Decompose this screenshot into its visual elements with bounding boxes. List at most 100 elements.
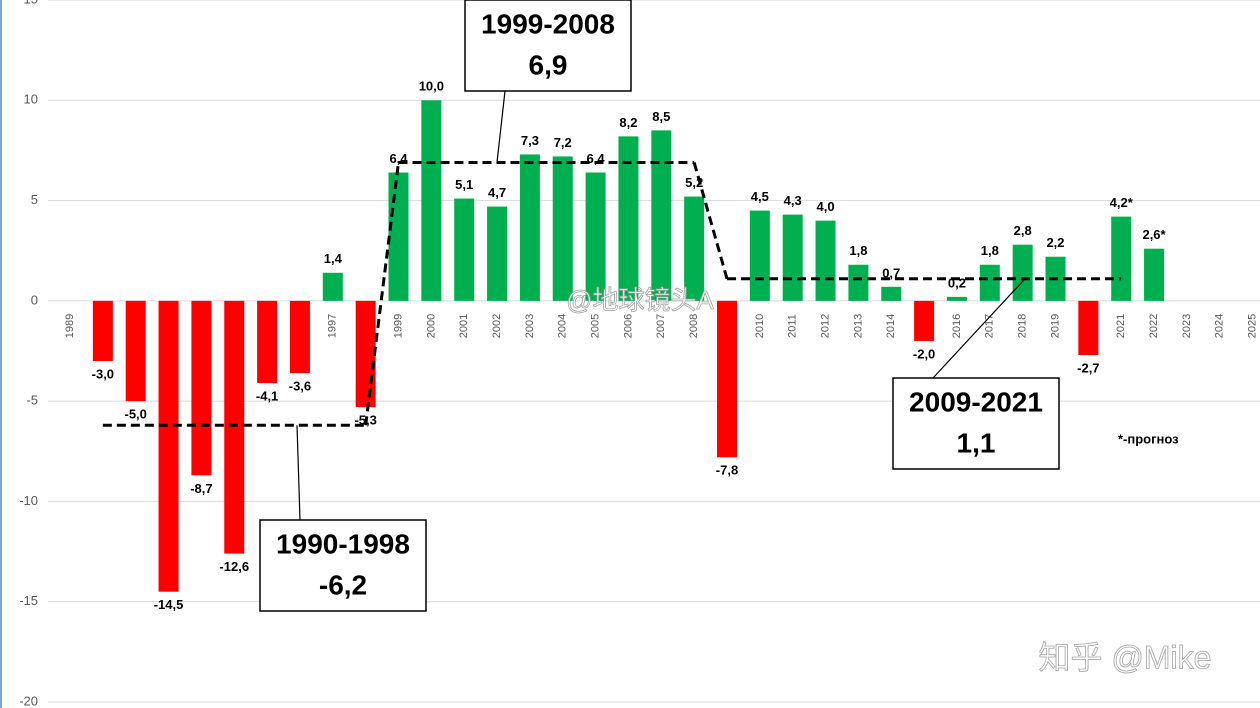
watermark: @地球镜头A [566, 285, 714, 315]
x-tick-label: 1997 [327, 314, 339, 338]
bar [1078, 300, 1099, 356]
y-tick-label: -20 [19, 693, 38, 708]
bar [1012, 244, 1033, 301]
x-tick-label: 2007 [655, 314, 667, 338]
value-label: 7,2 [554, 135, 572, 150]
value-label: -3,0 [92, 366, 114, 381]
y-tick-label: 10 [24, 92, 38, 107]
value-label: 1,4 [324, 251, 343, 266]
y-tick-label: 0 [31, 292, 38, 307]
y-tick-label: 15 [24, 0, 38, 6]
x-tick-label: 2012 [819, 314, 831, 338]
bar [92, 300, 113, 362]
value-label: -5,0 [124, 407, 146, 422]
bar [421, 100, 442, 301]
bar [191, 300, 212, 476]
bar [257, 300, 278, 384]
period-value: 1,1 [957, 427, 996, 458]
x-tick-label: 2003 [524, 314, 536, 338]
bar [289, 300, 310, 374]
x-tick-label: 2022 [1148, 314, 1160, 338]
bar [552, 156, 573, 301]
value-label: 2,8 [1014, 223, 1032, 238]
value-label: -3,6 [289, 379, 311, 394]
value-label: -7,8 [716, 463, 738, 478]
x-tick-label: 2002 [491, 314, 503, 338]
bar [782, 214, 803, 301]
bar [618, 136, 639, 301]
forecast-note: *-прогноз [1118, 431, 1179, 446]
bar [881, 286, 902, 301]
bar [749, 210, 770, 301]
value-label: -4,1 [256, 389, 278, 404]
value-label: 4,5 [751, 189, 769, 204]
x-tick-label: 2010 [754, 314, 766, 338]
x-tick-label: 2013 [852, 314, 864, 338]
bar [158, 300, 179, 592]
x-tick-label: 2016 [951, 314, 963, 338]
value-label: -2,0 [913, 346, 935, 361]
value-label: -12,6 [219, 559, 249, 574]
watermark: 知乎 @Mike [1039, 639, 1212, 675]
average-connector [692, 162, 729, 280]
period-label: 1999-2008 [481, 8, 615, 39]
x-tick-label: 2024 [1214, 314, 1226, 338]
x-tick-label: 2025 [1247, 314, 1259, 338]
period-label: 1990-1998 [276, 528, 410, 559]
bar [388, 172, 409, 301]
average-connector [364, 162, 400, 426]
x-tick-label: 2008 [688, 314, 700, 338]
value-label: 8,5 [652, 109, 670, 124]
x-tick-label: 2021 [1115, 314, 1127, 338]
y-tick-label: -15 [19, 593, 38, 608]
period-box [464, 0, 632, 92]
bar [651, 130, 672, 301]
x-tick-label: 2004 [557, 314, 569, 338]
y-tick-label: -5 [26, 393, 38, 408]
bar [815, 220, 836, 301]
bar [585, 172, 606, 301]
period-box [259, 519, 427, 612]
value-label: 0,7 [882, 265, 900, 280]
bar [914, 300, 935, 341]
bar [1144, 248, 1165, 301]
x-tick-label: 2011 [787, 314, 799, 338]
value-label: -2,7 [1077, 360, 1099, 375]
value-label: 1,8 [849, 243, 867, 258]
value-label: -8,7 [190, 481, 212, 496]
x-tick-label: 2006 [622, 314, 634, 338]
x-tick-label: 1999 [392, 314, 404, 338]
x-tick-label: 2023 [1181, 314, 1193, 338]
callout-line [932, 278, 1026, 379]
value-label: 4,3 [784, 193, 802, 208]
y-tick-label: -10 [19, 493, 38, 508]
bar [684, 196, 705, 301]
value-label: 1,8 [981, 243, 999, 258]
x-tick-label: 2005 [590, 314, 602, 338]
value-label: 4,7 [488, 185, 506, 200]
callout-line [496, 90, 506, 163]
period-value: -6,2 [319, 569, 367, 600]
callout-line [296, 425, 301, 521]
period-box [892, 377, 1060, 470]
value-label: 10,0 [419, 79, 444, 94]
bar [487, 206, 508, 301]
x-tick-label: 1989 [64, 314, 76, 338]
x-tick-label: 2018 [1017, 314, 1029, 338]
period-label: 2009-2021 [909, 386, 1043, 417]
bar [979, 264, 1000, 301]
x-tick-label: 2001 [458, 314, 470, 338]
value-label: 4,2* [1110, 195, 1134, 210]
y-tick-label: 5 [31, 192, 38, 207]
x-tick-label: 2014 [885, 314, 897, 338]
value-label: 7,3 [521, 133, 539, 148]
value-label: -14,5 [154, 597, 184, 612]
bar [454, 198, 475, 301]
value-label: 4,0 [817, 199, 835, 214]
bar [125, 300, 146, 402]
bar [224, 300, 245, 554]
value-label: 8,2 [619, 115, 637, 130]
bar [519, 154, 540, 301]
bar [946, 296, 967, 301]
